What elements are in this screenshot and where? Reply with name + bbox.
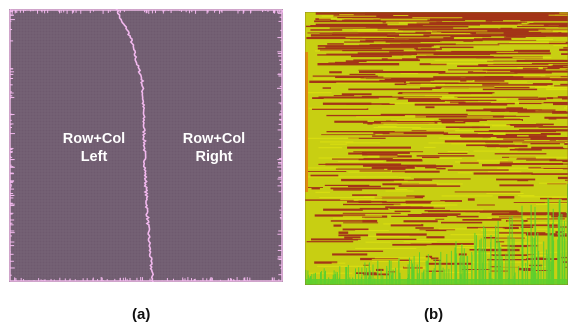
caption-b: (b) [424,306,444,323]
border-noise [10,9,283,281]
left-edge-band [305,52,308,192]
region-label-right: Row+Col Right [182,131,246,165]
caption-a: (a) [132,306,151,323]
bottom-band [305,279,568,285]
bright-streaks [305,12,568,285]
partition-map [9,9,283,282]
boundary-trace [115,9,155,282]
hot-streaks [305,12,568,276]
region-label-left: Row+Col Left [62,131,126,165]
panel-b [305,12,568,285]
heatmap [305,12,568,285]
partition-background [9,9,283,282]
panel-a: Row+Col Left Row+Col Right [9,9,283,282]
